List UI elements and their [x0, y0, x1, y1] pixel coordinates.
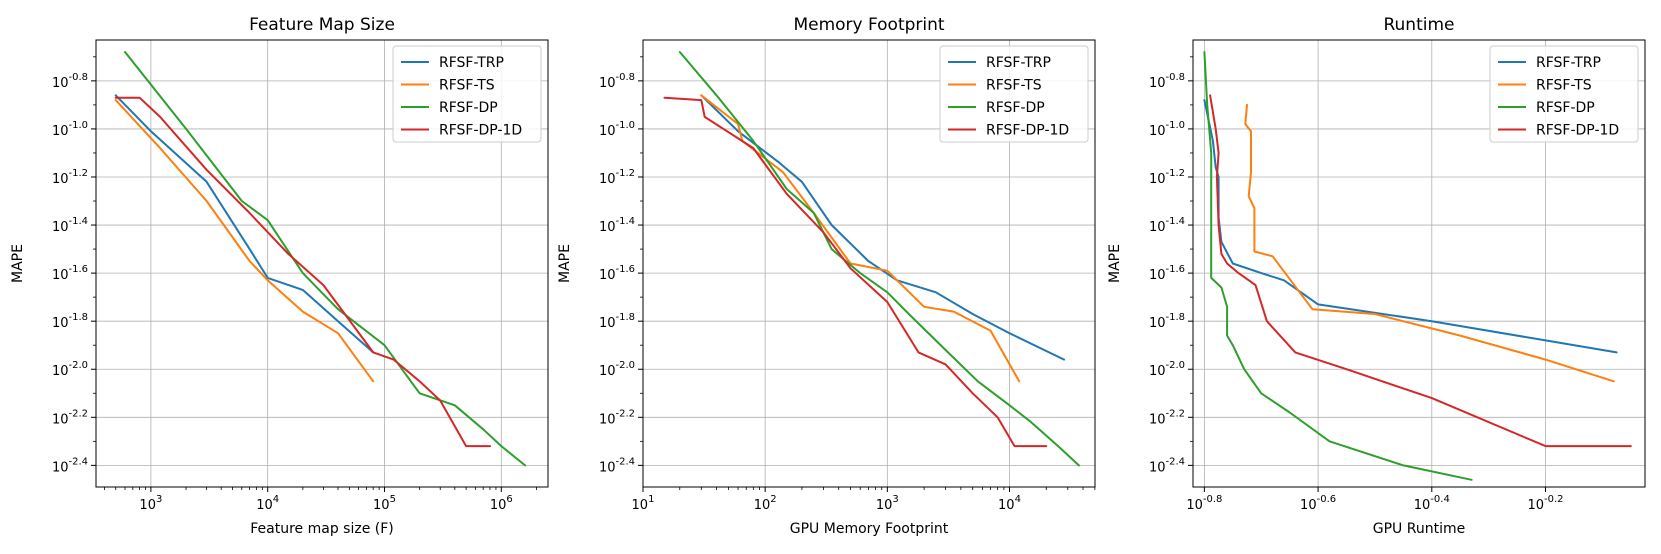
- series-line-rfsf-dp: [678, 51, 1080, 467]
- y-tick-label: 10-1.8: [52, 312, 88, 331]
- chart-panel-2: 101 102 103 104 10-2.4 10-2.2 10-2.0 10-1.8 10-1…: [557, 15, 1096, 537]
- y-tick-label: 10-2.0: [1149, 360, 1185, 379]
- y-tick-label: 10-1.2: [599, 168, 635, 187]
- plot-frame: [1192, 39, 1646, 488]
- series-line-rfsf-ts: [700, 94, 1021, 383]
- series-line-rfsf-ts: [114, 99, 375, 383]
- chart-title: Memory Footprint: [793, 15, 944, 35]
- plot-frame: [95, 39, 549, 488]
- y-tick-label: 10-0.8: [52, 72, 88, 91]
- y-tick-label: 10-2.2: [1149, 408, 1185, 427]
- x-tick-label: 10-0.4: [1414, 494, 1450, 513]
- plot-frame: [642, 39, 1096, 488]
- series-line-rfsf-dp: [1203, 51, 1473, 481]
- x-tick-label: 103: [876, 494, 899, 513]
- x-tick-label: 105: [373, 494, 396, 513]
- x-axis-label: GPU Runtime: [1373, 521, 1465, 537]
- x-tick-label: 104: [998, 494, 1021, 513]
- legend-entry: RFSF-TRP: [986, 55, 1051, 71]
- x-tick-label: 101: [632, 494, 655, 513]
- legend-entry: RFSF-DP-1D: [1536, 123, 1619, 139]
- legend: RFSF-TRP RFSF-TS RFSF-DP RFSF-DP-1D: [939, 45, 1089, 143]
- y-tick-label: 10-0.8: [599, 72, 635, 91]
- y-tick-label: 10-1.6: [599, 264, 635, 283]
- legend-box: [1489, 45, 1639, 143]
- series-line-rfsf-dp: [124, 51, 527, 467]
- y-tick-label: 10-1.2: [52, 168, 88, 187]
- series-line-rfsf-dp-1d: [663, 96, 1048, 448]
- y-axis-label: MAPE: [557, 244, 573, 283]
- legend: RFSF-TRP RFSF-TS RFSF-DP RFSF-DP-1D: [1489, 45, 1639, 143]
- y-tick-label: 10-2.4: [52, 456, 88, 475]
- legend-entry: RFSF-TS: [439, 78, 495, 94]
- y-tick-label: 10-2.0: [599, 360, 635, 379]
- y-tick-label: 10-1.4: [52, 216, 88, 235]
- x-tick-label: 104: [256, 494, 279, 513]
- x-tick-label: 10-0.6: [1300, 494, 1336, 513]
- x-axis-label: Feature map size (F): [250, 521, 393, 537]
- legend-entry: RFSF-DP: [1536, 100, 1595, 116]
- series-line-rfsf-ts: [1244, 103, 1615, 383]
- y-tick-label: 10-1.8: [599, 312, 635, 331]
- legend-entry: RFSF-TRP: [439, 55, 504, 71]
- y-tick-label: 10-1.8: [1149, 312, 1185, 331]
- series-line-rfsf-dp-1d: [1209, 94, 1632, 448]
- y-tick-label: 10-1.0: [1149, 120, 1185, 139]
- y-axis-label: MAPE: [1107, 244, 1123, 283]
- y-tick-label: 10-0.8: [1149, 72, 1185, 91]
- chart-title: Feature Map Size: [249, 15, 395, 35]
- chart-panel-1: 103 104 105 106 10-2.4 10-2.2 10-2.0 10-1.8 10-1…: [10, 15, 549, 537]
- x-tick-label: 106: [490, 494, 513, 513]
- y-tick-label: 10-1.6: [52, 264, 88, 283]
- legend-entry: RFSF-TS: [1536, 78, 1592, 94]
- x-tick-label: 103: [139, 494, 162, 513]
- legend-entry: RFSF-DP-1D: [439, 123, 522, 139]
- x-axis-label: GPU Memory Footprint: [790, 521, 949, 537]
- y-tick-label: 10-2.4: [599, 456, 635, 475]
- y-tick-label: 10-1.6: [1149, 264, 1185, 283]
- series-line-rfsf-dp-1d: [114, 96, 491, 448]
- legend: RFSF-TRP RFSF-TS RFSF-DP RFSF-DP-1D: [392, 45, 542, 143]
- legend-entry: RFSF-DP-1D: [986, 123, 1069, 139]
- legend-entry: RFSF-TS: [986, 78, 1042, 94]
- legend-box: [939, 45, 1089, 143]
- x-tick-label: 10-0.2: [1527, 494, 1563, 513]
- chart-title: Runtime: [1383, 15, 1454, 35]
- y-tick-label: 10-2.0: [52, 360, 88, 379]
- y-tick-label: 10-1.0: [52, 120, 88, 139]
- legend-entry: RFSF-DP: [986, 100, 1045, 116]
- legend-box: [392, 45, 542, 143]
- series-line-rfsf-trp: [114, 94, 375, 354]
- x-tick-label: 102: [754, 494, 777, 513]
- y-tick-label: 10-1.0: [599, 120, 635, 139]
- series-line-rfsf-trp: [700, 94, 1066, 361]
- chart-panel-3: 10-0.8 10-0.6 10-0.4 10-0.2 10-2.4 10-2.2 10-2…: [1107, 15, 1646, 537]
- y-tick-label: 10-2.4: [1149, 456, 1185, 475]
- x-tick-label: 10-0.8: [1186, 494, 1222, 513]
- y-axis-label: MAPE: [10, 244, 26, 283]
- legend-entry: RFSF-DP: [439, 100, 498, 116]
- y-tick-label: 10-2.2: [599, 408, 635, 427]
- legend-entry: RFSF-TRP: [1536, 55, 1601, 71]
- series-line-rfsf-trp: [1203, 99, 1618, 354]
- y-tick-label: 10-1.4: [599, 216, 635, 235]
- y-tick-label: 10-1.2: [1149, 168, 1185, 187]
- y-tick-label: 10-1.4: [1149, 216, 1185, 235]
- y-tick-label: 10-2.2: [52, 408, 88, 427]
